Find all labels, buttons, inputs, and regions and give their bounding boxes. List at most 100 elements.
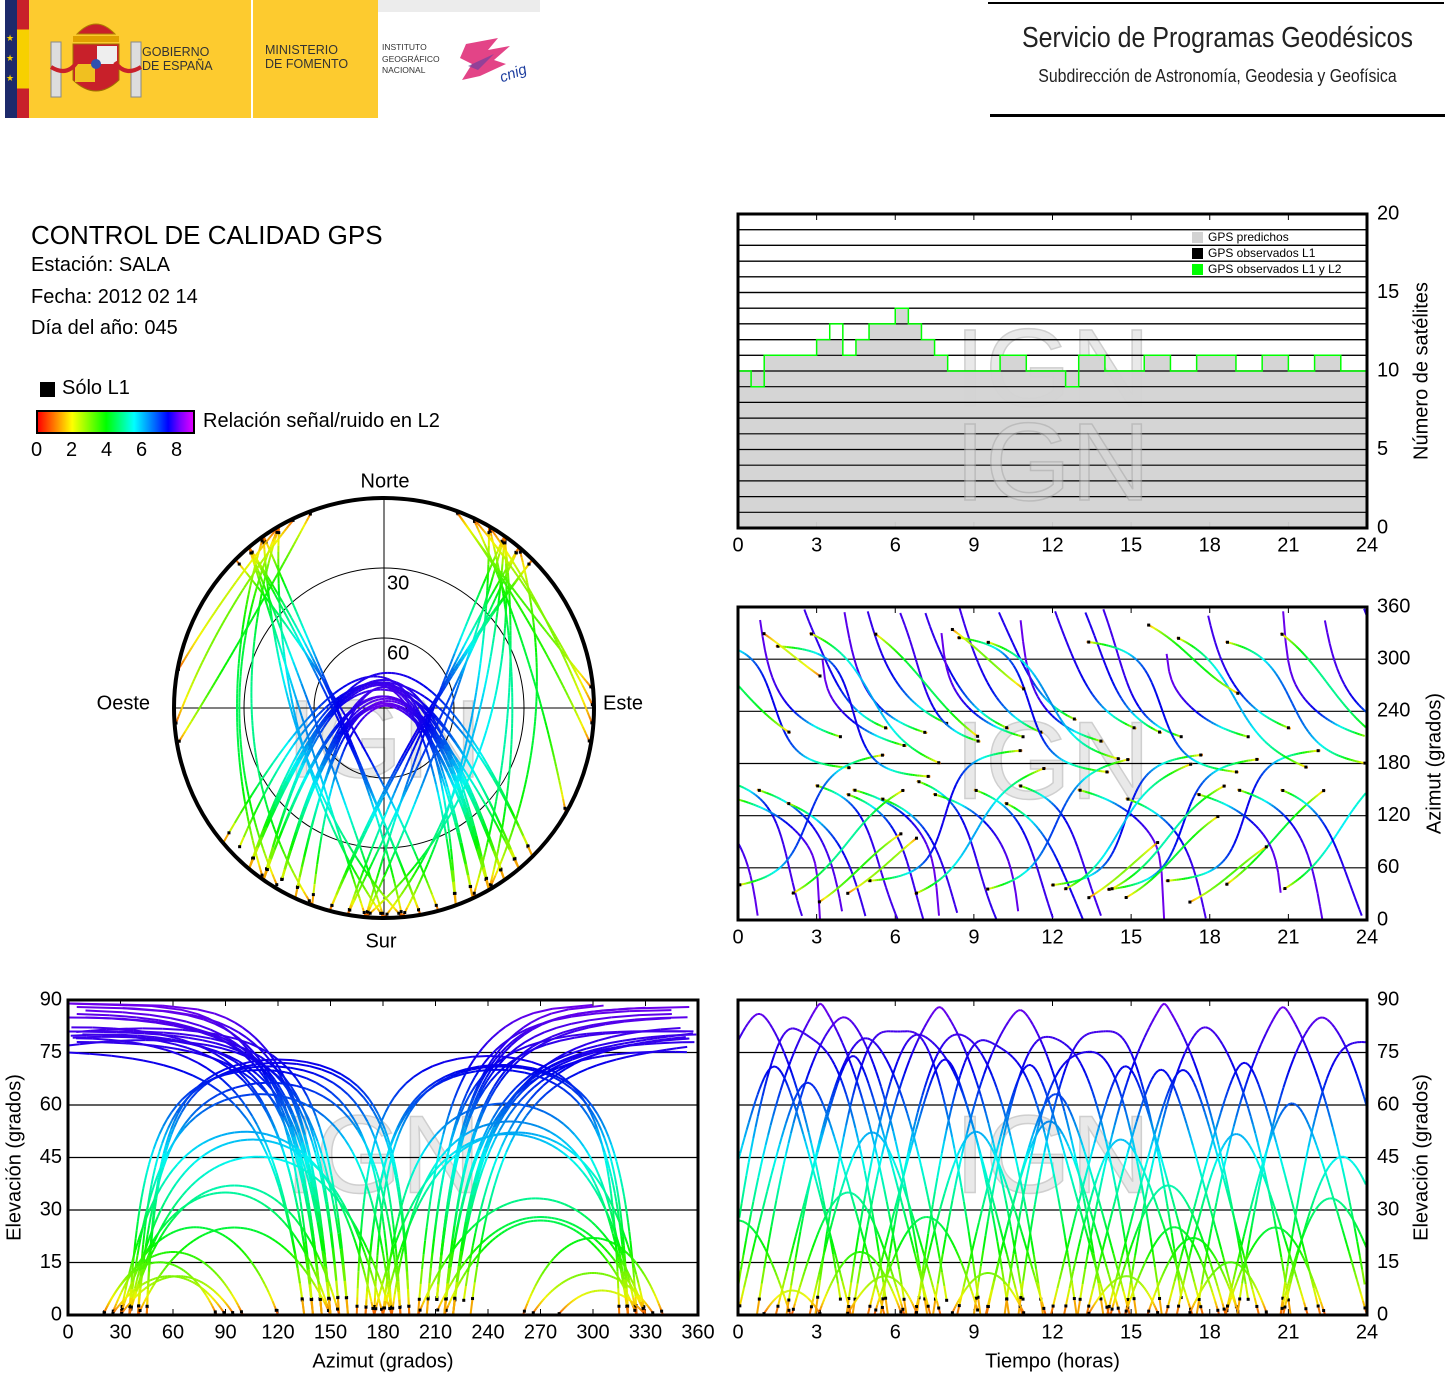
track-segment xyxy=(367,705,372,709)
track-segment xyxy=(864,728,868,732)
track-segment xyxy=(520,793,524,800)
track-segment xyxy=(497,671,501,679)
track-segment xyxy=(414,727,420,734)
track-segment xyxy=(477,523,481,527)
track-segment xyxy=(496,677,500,685)
track-segment xyxy=(529,602,533,608)
track-segment xyxy=(496,604,500,612)
track-segment xyxy=(559,784,563,790)
track-segment xyxy=(365,702,370,706)
track-segment xyxy=(1098,867,1102,871)
track-segment xyxy=(454,762,460,770)
track-segment xyxy=(392,811,398,818)
track-segment xyxy=(342,746,347,753)
track-segment xyxy=(502,749,505,756)
track-segment xyxy=(265,576,269,584)
track-segment xyxy=(342,691,348,697)
track-segment xyxy=(371,809,376,816)
track-segment xyxy=(1074,879,1078,883)
track-segment xyxy=(533,726,536,732)
track-segment xyxy=(476,675,480,682)
track-segment xyxy=(1067,714,1071,718)
track-segment xyxy=(919,729,923,733)
track-segment xyxy=(478,809,484,820)
track-segment xyxy=(1167,759,1171,763)
track-segment xyxy=(438,774,443,784)
track-segment xyxy=(328,733,334,740)
track-segment xyxy=(997,727,1002,731)
track-segment xyxy=(489,610,495,617)
track-segment xyxy=(384,808,389,815)
track-segment xyxy=(434,745,439,752)
track-segment xyxy=(815,726,819,730)
track-segment xyxy=(438,800,443,811)
track-segment xyxy=(458,747,464,755)
l1-only-point xyxy=(251,856,255,860)
track-segment xyxy=(281,807,287,818)
track-segment xyxy=(453,881,457,894)
track-segment xyxy=(374,706,379,710)
track-segment xyxy=(388,682,393,686)
track-segment xyxy=(1021,812,1026,816)
track-segment xyxy=(1112,715,1117,719)
track-segment xyxy=(968,808,973,813)
track-segment xyxy=(463,662,467,669)
track-segment xyxy=(1166,730,1170,734)
track-segment xyxy=(585,708,589,714)
track-segment xyxy=(493,543,498,548)
track-segment xyxy=(499,550,503,555)
track-segment xyxy=(479,757,486,765)
track-segment xyxy=(271,836,277,848)
track-segment xyxy=(443,702,449,709)
track-segment xyxy=(364,775,369,782)
track-segment xyxy=(245,565,249,569)
track-segment xyxy=(460,631,465,638)
track-segment xyxy=(458,765,462,772)
track-segment xyxy=(473,773,480,782)
track-segment xyxy=(393,688,398,692)
track-segment xyxy=(1000,728,1004,732)
track-segment xyxy=(1152,727,1156,731)
track-segment xyxy=(261,769,269,780)
track-segment xyxy=(463,743,468,750)
l1-only-point xyxy=(1078,788,1082,792)
track-segment xyxy=(458,670,464,677)
track-segment xyxy=(194,638,199,642)
track-segment xyxy=(502,744,506,750)
track-segment xyxy=(241,650,245,657)
track-segment xyxy=(399,818,404,825)
track-segment xyxy=(1108,644,1111,648)
track-segment xyxy=(480,651,483,658)
track-segment xyxy=(420,866,425,874)
track-segment xyxy=(419,739,423,747)
track-segment xyxy=(254,588,258,594)
track-segment xyxy=(487,662,491,669)
track-segment xyxy=(1210,766,1213,769)
x-tick-label: 9 xyxy=(968,534,979,556)
track-segment xyxy=(271,588,276,596)
track-segment xyxy=(311,784,316,793)
track-segment xyxy=(371,699,376,703)
track-segment xyxy=(965,735,970,739)
track-segment xyxy=(388,689,393,692)
track-segment xyxy=(1154,728,1158,732)
track-segment xyxy=(424,744,429,752)
track-segment xyxy=(395,672,400,676)
track-segment xyxy=(310,736,317,744)
track-segment xyxy=(1019,720,1023,724)
track-segment xyxy=(419,782,424,789)
track-segment xyxy=(496,553,501,560)
track-segment xyxy=(573,679,577,684)
track-segment xyxy=(377,823,382,830)
track-segment xyxy=(438,687,444,694)
track-segment xyxy=(920,781,924,785)
track-segment xyxy=(452,870,456,882)
track-segment xyxy=(422,741,427,749)
track-segment xyxy=(369,709,374,713)
track-segment xyxy=(866,802,871,806)
track-segment xyxy=(404,750,409,757)
day-of-year-label: Día del año: 045 xyxy=(31,317,178,339)
track-segment xyxy=(513,817,518,824)
track-segment xyxy=(771,793,775,797)
track-segment xyxy=(449,701,454,708)
